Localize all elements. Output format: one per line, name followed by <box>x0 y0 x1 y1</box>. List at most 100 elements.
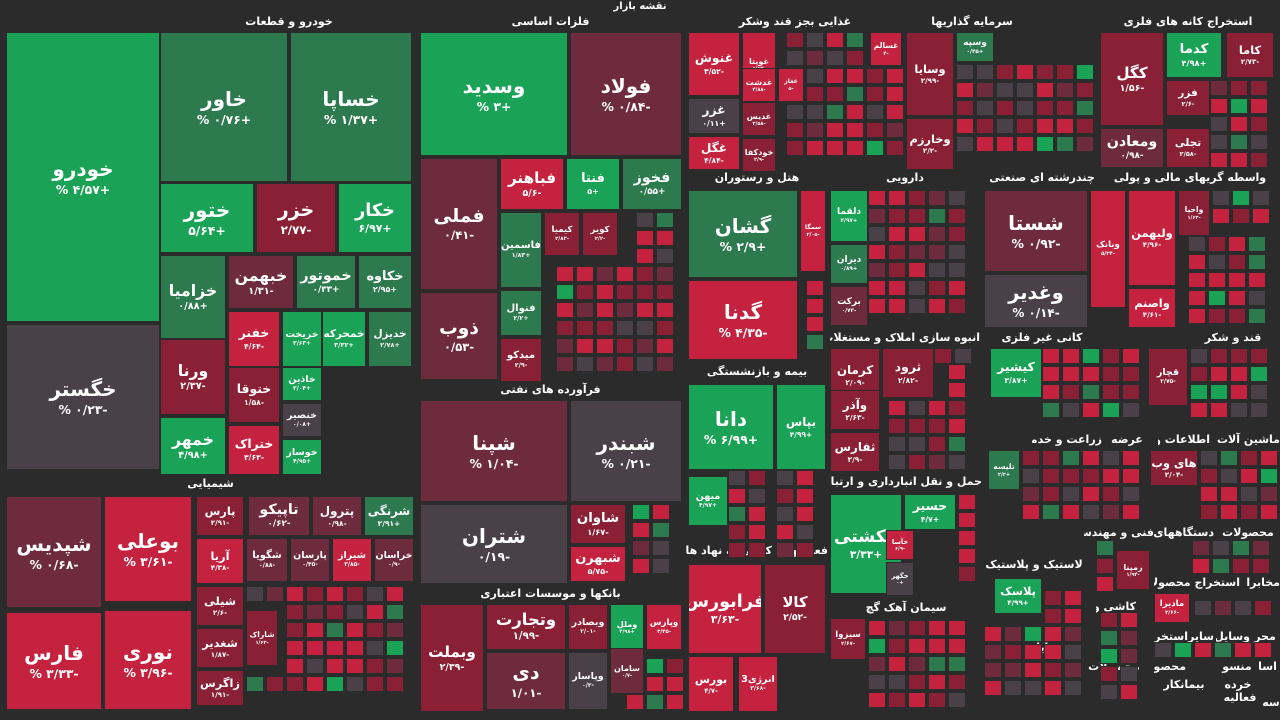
stock-tile[interactable]: شتران -۰/۱۹ <box>420 504 568 584</box>
stock-tile[interactable]: فزر -۲/۶ <box>1166 80 1210 116</box>
stock-cell[interactable] <box>866 104 884 120</box>
stock-cell[interactable] <box>948 244 966 260</box>
stock-cell[interactable] <box>776 470 794 486</box>
stock-cell[interactable] <box>908 656 926 672</box>
stock-cell[interactable] <box>1212 540 1230 556</box>
stock-tile[interactable]: خساپا +۱/۳۷ % <box>290 32 412 182</box>
stock-cell[interactable] <box>1024 662 1042 678</box>
stock-tile[interactable]: خزر -۲/۷۷ <box>256 183 336 253</box>
stock-cell[interactable] <box>928 262 946 278</box>
stock-cell[interactable] <box>1200 450 1218 466</box>
stock-cell[interactable] <box>976 136 994 152</box>
stock-cell[interactable] <box>1250 384 1268 400</box>
stock-cell[interactable] <box>1228 272 1246 288</box>
stock-cell[interactable] <box>1102 366 1120 382</box>
stock-cell[interactable] <box>1200 468 1218 484</box>
stock-cell[interactable] <box>1062 504 1080 520</box>
stock-cell[interactable] <box>1076 118 1094 134</box>
stock-cell[interactable] <box>1100 630 1118 646</box>
stock-cell[interactable] <box>636 248 654 264</box>
stock-tile[interactable]: خاور +۰/۷۶ % <box>160 32 288 182</box>
stock-cell[interactable] <box>1022 450 1040 466</box>
stock-cell[interactable] <box>306 622 324 638</box>
stock-tile[interactable]: خدیزل +۲/۷۸ <box>368 311 412 367</box>
stock-cell[interactable] <box>1062 450 1080 466</box>
stock-cell[interactable] <box>748 542 766 558</box>
stock-cell[interactable] <box>1252 190 1270 206</box>
stock-cell[interactable] <box>1208 290 1226 306</box>
stock-cell[interactable] <box>1024 644 1042 660</box>
stock-cell[interactable] <box>656 302 674 318</box>
stock-cell[interactable] <box>556 302 574 318</box>
stock-tile[interactable]: شاراک -۱/۶۳ <box>246 610 278 666</box>
stock-tile[interactable]: شاوان -۱/۶۷ <box>570 504 626 544</box>
stock-tile[interactable]: کگل -۱/۵۶ <box>1100 32 1164 126</box>
stock-cell[interactable] <box>1234 642 1252 658</box>
stock-tile[interactable]: وپاسار -۰/۲ <box>568 652 608 710</box>
stock-tile[interactable]: بوعلی -۳/۶۱ % <box>104 496 192 602</box>
stock-cell[interactable] <box>908 280 926 296</box>
stock-cell[interactable] <box>1230 80 1248 96</box>
stock-cell[interactable] <box>928 418 946 434</box>
stock-cell[interactable] <box>596 320 614 336</box>
stock-tile[interactable]: کویر -۲/۲ <box>582 212 618 256</box>
stock-cell[interactable] <box>868 638 886 654</box>
stock-cell[interactable] <box>1064 680 1082 696</box>
stock-cell[interactable] <box>1194 642 1212 658</box>
stock-cell[interactable] <box>596 266 614 282</box>
stock-cell[interactable] <box>636 338 654 354</box>
stock-tile[interactable]: های وب -۲/۰۴ <box>1150 450 1198 486</box>
stock-cell[interactable] <box>928 454 946 470</box>
stock-cell[interactable] <box>1252 540 1270 556</box>
stock-tile[interactable]: برکت -۰/۷۳ <box>830 286 868 326</box>
stock-cell[interactable] <box>636 356 654 372</box>
stock-cell[interactable] <box>1056 100 1074 116</box>
stock-cell[interactable] <box>846 122 864 138</box>
stock-cell[interactable] <box>1212 208 1230 224</box>
stock-cell[interactable] <box>886 86 904 102</box>
stock-cell[interactable] <box>948 656 966 672</box>
stock-cell[interactable] <box>826 104 844 120</box>
stock-cell[interactable] <box>928 208 946 224</box>
stock-tile[interactable]: ختراک -۳/۶۳ <box>228 425 280 475</box>
stock-cell[interactable] <box>888 674 906 690</box>
stock-cell[interactable] <box>286 604 304 620</box>
stock-cell[interactable] <box>1082 468 1100 484</box>
stock-cell[interactable] <box>1260 486 1278 502</box>
stock-cell[interactable] <box>1044 644 1062 660</box>
stock-tile[interactable]: فخوز +۰/۵۵ <box>622 158 682 210</box>
stock-cell[interactable] <box>1082 504 1100 520</box>
stock-cell[interactable] <box>886 140 904 156</box>
stock-tile[interactable]: ختوقا -۱/۵۸ <box>228 367 280 423</box>
stock-cell[interactable] <box>656 320 674 336</box>
stock-cell[interactable] <box>1082 450 1100 466</box>
stock-cell[interactable] <box>1230 384 1248 400</box>
stock-tile[interactable]: گدنا -۴/۳۵ % <box>688 280 798 360</box>
stock-cell[interactable] <box>1230 402 1248 418</box>
stock-cell[interactable] <box>656 248 674 264</box>
stock-cell[interactable] <box>1102 504 1120 520</box>
stock-cell[interactable] <box>1210 116 1228 132</box>
stock-cell[interactable] <box>868 190 886 206</box>
stock-cell[interactable] <box>1096 576 1114 592</box>
stock-cell[interactable] <box>1062 402 1080 418</box>
stock-cell[interactable] <box>1064 644 1082 660</box>
stock-cell[interactable] <box>616 356 634 372</box>
stock-cell[interactable] <box>868 620 886 636</box>
stock-tile[interactable]: کدما +۴/۹۸ <box>1166 32 1222 78</box>
stock-cell[interactable] <box>868 692 886 708</box>
stock-cell[interactable] <box>1220 450 1238 466</box>
stock-tile[interactable]: وبملت -۲/۳۹ <box>420 604 484 712</box>
stock-cell[interactable] <box>1248 236 1266 252</box>
stock-tile[interactable]: پترول -۰/۹۸ <box>312 496 362 536</box>
stock-cell[interactable] <box>948 620 966 636</box>
stock-cell[interactable] <box>928 620 946 636</box>
stock-cell[interactable] <box>652 522 670 538</box>
stock-cell[interactable] <box>948 638 966 654</box>
stock-tile[interactable]: خکاوه +۲/۹۵ <box>358 255 412 309</box>
stock-cell[interactable] <box>888 298 906 314</box>
stock-cell[interactable] <box>866 122 884 138</box>
stock-cell[interactable] <box>888 436 906 452</box>
stock-cell[interactable] <box>1036 118 1054 134</box>
stock-cell[interactable] <box>868 280 886 296</box>
